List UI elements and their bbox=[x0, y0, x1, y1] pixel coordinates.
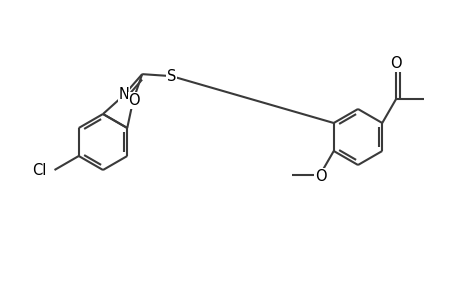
Text: O: O bbox=[128, 93, 140, 108]
Text: Cl: Cl bbox=[32, 163, 46, 178]
Text: O: O bbox=[390, 56, 401, 71]
Text: N: N bbox=[118, 87, 129, 102]
Text: O: O bbox=[314, 169, 326, 184]
Text: S: S bbox=[167, 69, 176, 84]
